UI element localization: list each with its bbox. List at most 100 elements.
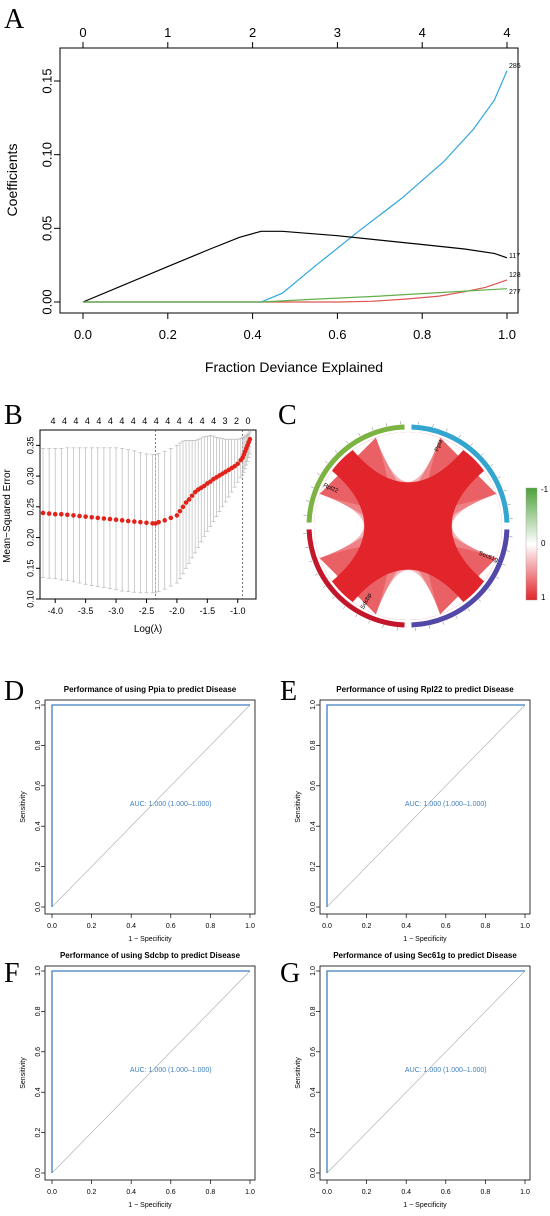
mse-point	[113, 517, 119, 523]
x-tick-label: 1.0	[245, 923, 255, 930]
x-axis-label: 1 − Specificity	[403, 936, 447, 943]
top-tick-label: 4	[108, 416, 113, 426]
series-line-285	[83, 70, 508, 303]
plot-title: Performance of using Sec61g to predict D…	[333, 951, 517, 960]
sector-arc	[306, 529, 405, 628]
x-tick-label: 0.6	[328, 327, 346, 342]
roc-curve	[51, 704, 250, 907]
sector-arc	[411, 529, 510, 628]
sector-tick	[481, 452, 484, 456]
mse-point	[235, 461, 241, 467]
chord-gap	[352, 432, 464, 483]
roc-curve	[51, 970, 250, 1173]
sector-tick	[496, 576, 500, 579]
sector-tick	[382, 624, 384, 628]
chord-link	[319, 437, 392, 615]
auc-label: AUC: 1.000 (1.000–1.000)	[405, 1067, 487, 1074]
y-tick-label: 0.25	[25, 498, 35, 516]
top-tick-label: 0	[245, 416, 250, 426]
sector-arc	[306, 424, 405, 523]
sector-tick	[305, 546, 309, 549]
mse-point	[174, 513, 180, 518]
sector-tick	[458, 434, 461, 438]
y-tick-label: 0.4	[310, 1087, 317, 1097]
panel-e-roc: Performance of using Rpl22 to predict Di…	[295, 685, 531, 943]
sector-tick	[455, 615, 458, 619]
chord-link	[319, 542, 497, 615]
top-tick-label: 4	[119, 416, 124, 426]
top-tick-label: 4	[131, 416, 136, 426]
mse-point	[180, 504, 186, 510]
x-tick-label: 0.8	[413, 327, 431, 342]
x-tick-label: 1.0	[520, 923, 530, 930]
y-axis-label: Sensitivity	[295, 791, 302, 823]
top-tick-label: 4	[96, 416, 101, 426]
top-tick-label: 2	[249, 25, 256, 40]
sector-tick	[309, 560, 313, 563]
series-line-277	[83, 288, 508, 303]
y-tick-label: 0.0	[35, 902, 42, 912]
chord-link	[319, 437, 497, 510]
mse-point	[132, 519, 137, 524]
sector-tick	[371, 427, 374, 431]
y-axis-label: Mean−Squared Error	[2, 469, 13, 563]
top-tick-label: 1	[164, 25, 171, 40]
y-tick-label: 0.15	[39, 68, 54, 93]
x-tick-label: 0.6	[166, 923, 176, 930]
x-tick-label: 0.4	[401, 1189, 411, 1196]
x-axis-label: 1 − Specificity	[403, 1202, 447, 1209]
y-tick-label: 0.0	[310, 1168, 317, 1178]
sector-tick	[316, 473, 320, 476]
sector-tick	[322, 585, 326, 588]
top-tick-label: 4	[165, 416, 170, 426]
x-tick-label: 0.0	[322, 923, 332, 930]
x-tick-label: 0.2	[159, 327, 177, 342]
diagonal-reference	[326, 970, 526, 1174]
sector-tick	[470, 443, 473, 446]
sector-tick	[315, 573, 319, 576]
top-tick-label: 2	[234, 416, 239, 426]
x-tick-label: 0.8	[206, 923, 216, 930]
y-tick-label: 0.8	[310, 1006, 317, 1016]
x-axis-label: Log(λ)	[134, 624, 162, 635]
x-tick-label: 0.0	[322, 1189, 332, 1196]
x-tick-label: -3.5	[78, 606, 94, 616]
top-tick-label: 4	[419, 25, 426, 40]
y-tick-label: 1.0	[310, 966, 317, 976]
sector-arc	[411, 424, 510, 523]
y-tick-label: 0.0	[35, 1168, 42, 1178]
mse-point	[101, 516, 107, 521]
y-axis-label: Sensitivity	[295, 1057, 302, 1089]
sector-tick	[488, 588, 491, 591]
y-tick-label: 0.05	[39, 216, 54, 241]
y-tick-label: 0.6	[310, 781, 317, 791]
top-tick-label: 4	[177, 416, 182, 426]
x-tick-label: -1.0	[230, 606, 246, 616]
sector-tick	[497, 476, 501, 479]
y-tick-label: 0.35	[25, 437, 35, 455]
mse-point	[189, 493, 195, 499]
auc-label: AUC: 1.000 (1.000–1.000)	[130, 1067, 212, 1074]
x-tick-label: 0.2	[87, 923, 97, 930]
x-tick-label: 0.6	[441, 923, 451, 930]
y-tick-label: 0.8	[310, 740, 317, 750]
mse-point	[201, 483, 207, 489]
mse-point	[247, 436, 253, 442]
panel-b-cv-error: -4.0 -3.5 -3.0 -2.5 -2.0 -1.5 -1.0 0.10 0.15 0.20…	[2, 416, 257, 635]
mse-point	[119, 518, 125, 523]
legend-tick: -1	[541, 485, 549, 494]
y-tick-label: 0.6	[310, 1047, 317, 1057]
sector-tick	[306, 500, 310, 502]
mse-point	[186, 497, 192, 502]
plot-frame	[44, 699, 256, 915]
x-tick-label: -1.5	[200, 606, 216, 616]
panel-g-roc: Performance of using Sec61g to predict D…	[295, 951, 531, 1209]
top-tick-label: 3	[334, 25, 341, 40]
x-axis-label: Fraction Deviance Explained	[205, 359, 383, 375]
mse-point	[156, 519, 161, 525]
y-tick-label: 1.0	[35, 966, 42, 976]
y-tick-label: 0.2	[35, 862, 42, 872]
mse-point	[183, 500, 189, 505]
